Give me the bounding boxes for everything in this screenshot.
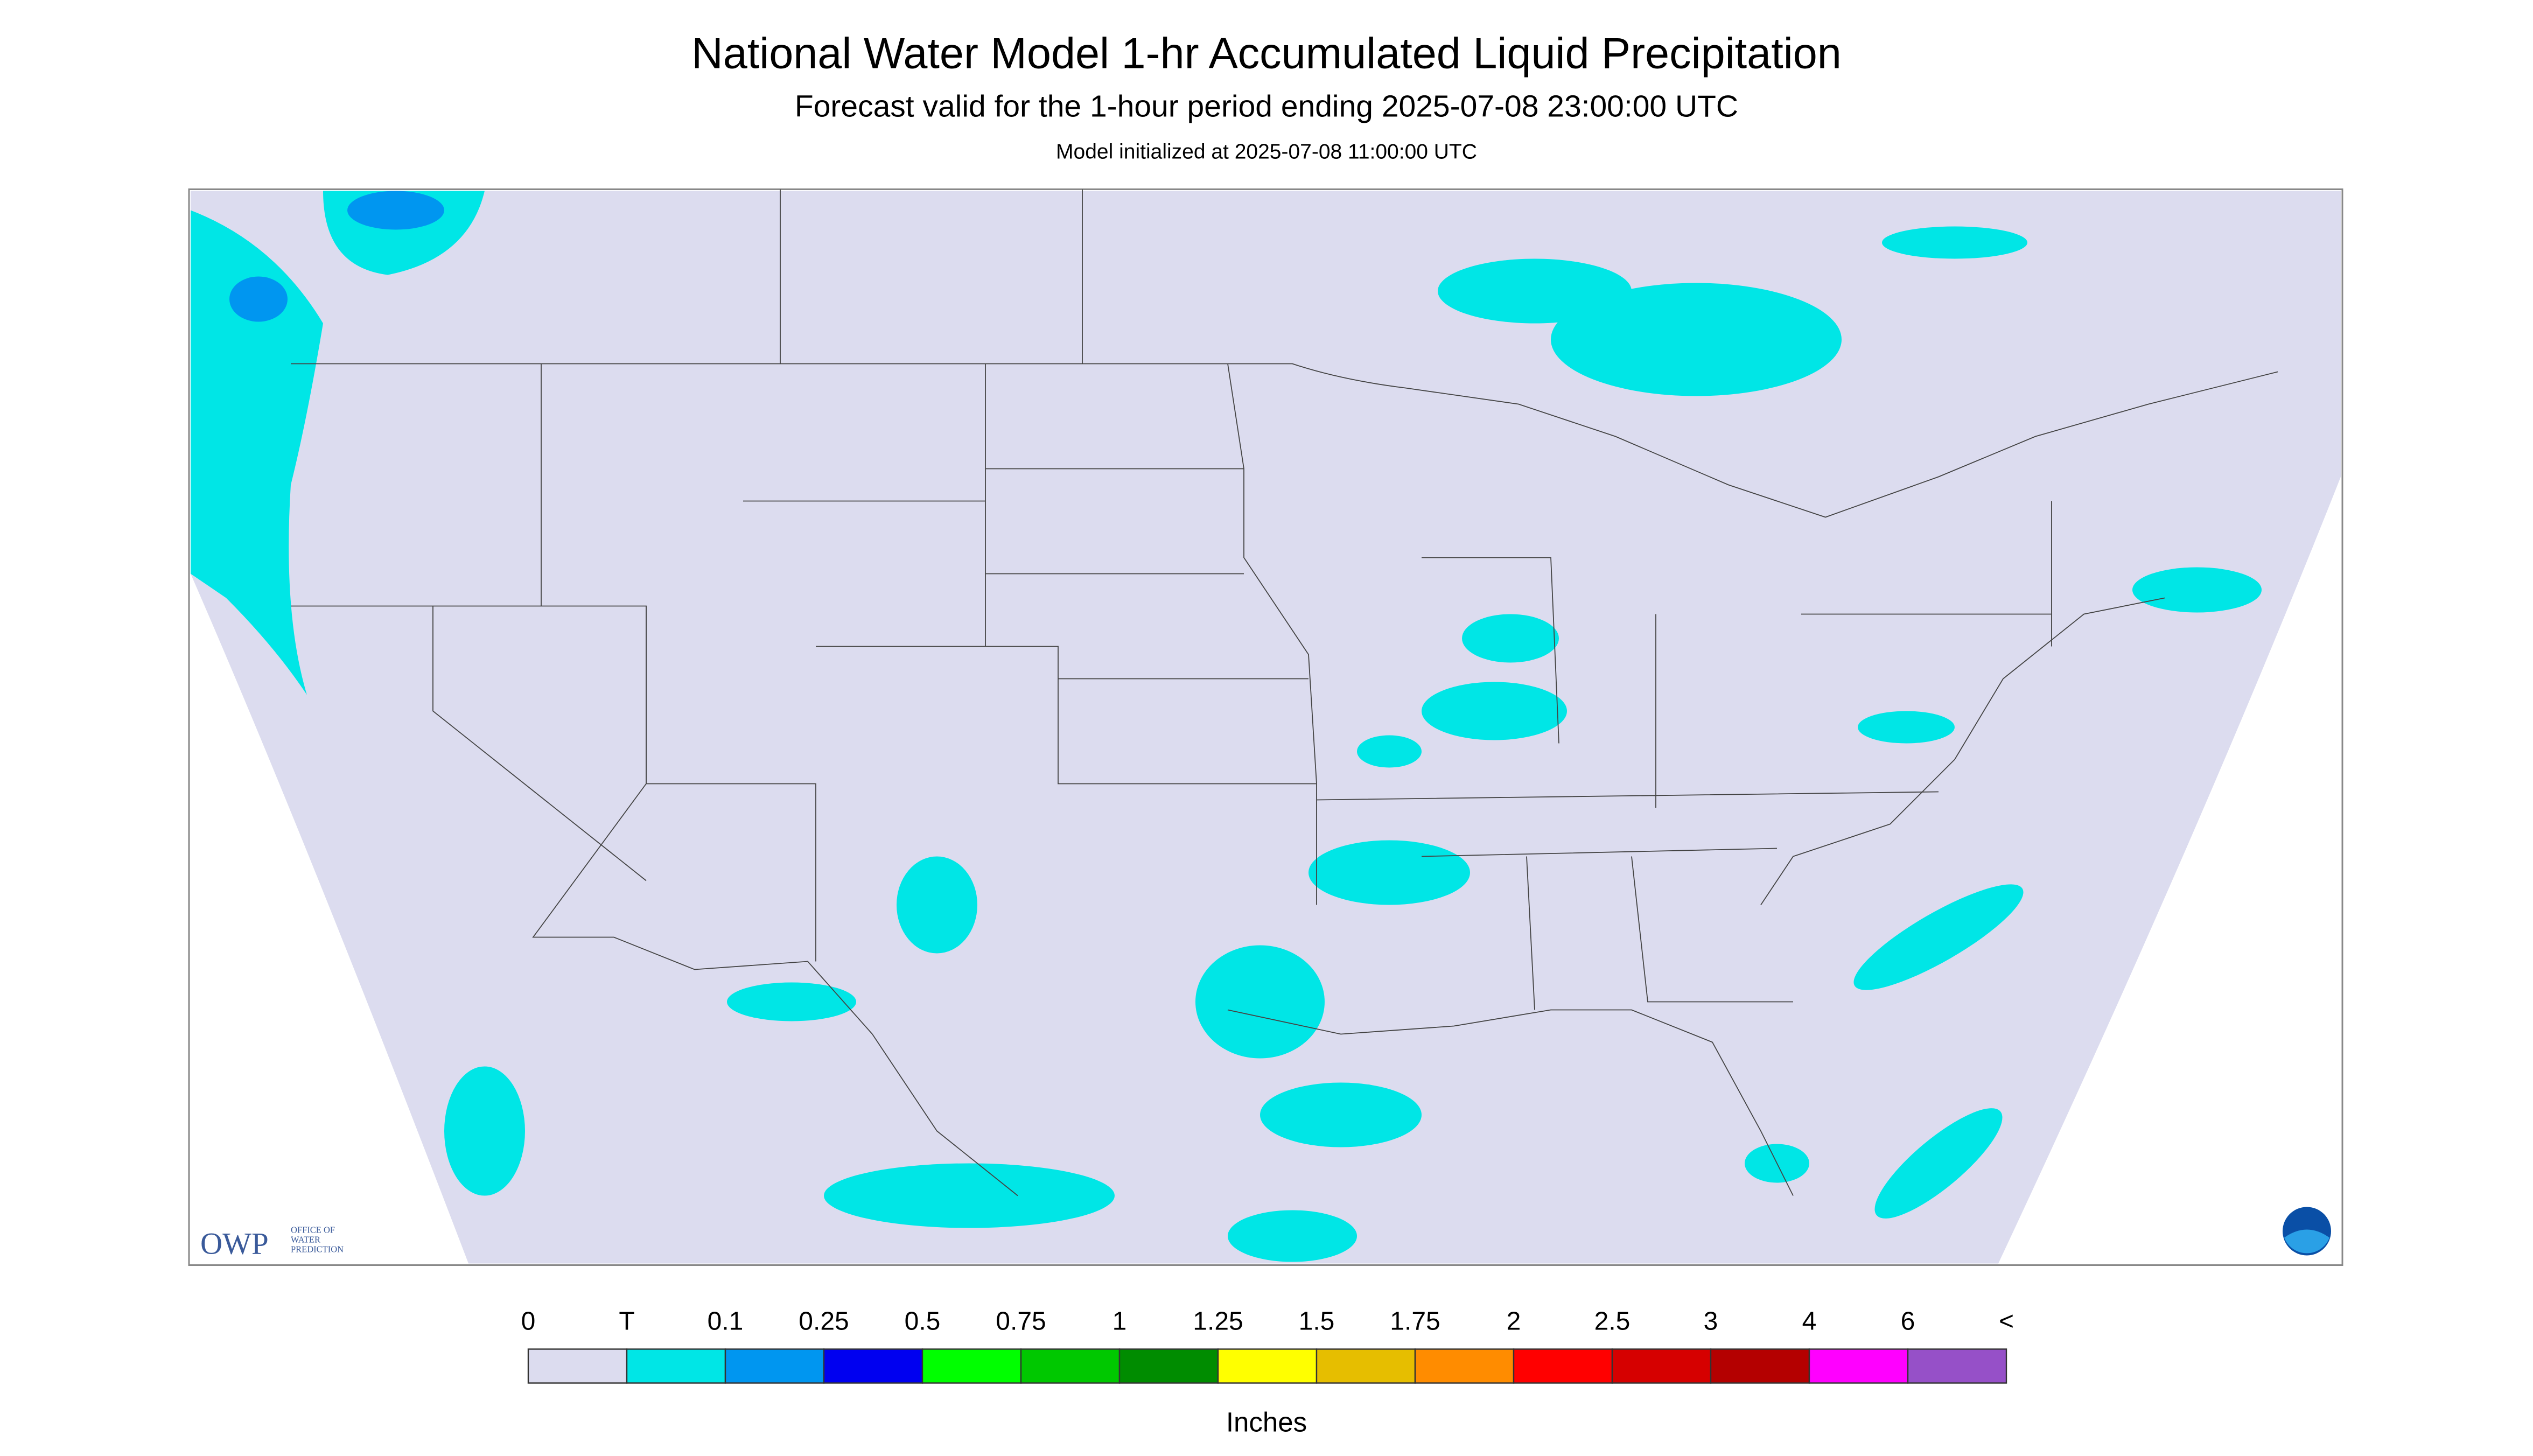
rain-area (1462, 614, 1559, 663)
legend-label: 6 (1901, 1307, 1915, 1336)
rain-area (1882, 226, 2027, 259)
legend-label: 4 (1802, 1307, 1817, 1336)
rain-area (229, 276, 288, 322)
legend-units: Inches (1226, 1407, 1307, 1438)
rain-area (897, 856, 977, 954)
legend-label: T (619, 1307, 634, 1336)
legend-label: 1.5 (1299, 1307, 1335, 1336)
legend-label: 0.5 (905, 1307, 941, 1336)
title: National Water Model 1-hr Accumulated Li… (691, 30, 1842, 78)
rain-area (727, 982, 856, 1021)
legend-label: 0.75 (996, 1307, 1046, 1336)
legend-label: < (1999, 1307, 2014, 1336)
legend-label: 0.1 (708, 1307, 744, 1336)
legend-swatch (1118, 1348, 1219, 1384)
logo-text: PREDICTION (291, 1244, 344, 1255)
rain-area (1438, 258, 1632, 324)
logo-text: WATER (291, 1235, 320, 1245)
border-line (432, 189, 2052, 1010)
rain-area (1309, 840, 1470, 905)
legend-swatch (1513, 1348, 1613, 1384)
coast-line (1227, 597, 2165, 1196)
boundaries (291, 189, 2278, 1196)
logo-text: OFFICE OF (291, 1225, 335, 1235)
legend-swatch (1020, 1348, 1121, 1384)
init-note: Model initialized at 2025-07-08 11:00:00… (1056, 141, 1477, 164)
logo-name: OWP (200, 1227, 269, 1261)
subtitle: Forecast valid for the 1-hour period end… (795, 89, 1738, 124)
noaa-logo-wave (2284, 1229, 2329, 1254)
legend-label: 2 (1507, 1307, 1521, 1336)
model-domain (191, 191, 2341, 1264)
legend-swatch (1611, 1348, 1712, 1384)
rain-area (444, 1066, 525, 1196)
rain-area (1357, 735, 1422, 768)
legend-swatch (1217, 1348, 1318, 1384)
legend-label: 1.25 (1193, 1307, 1243, 1336)
rain-area (1228, 1210, 1357, 1262)
legend-swatch (724, 1348, 825, 1384)
rain-area (1858, 711, 1955, 744)
rain-area (1195, 945, 1325, 1059)
rain-area (1551, 283, 1842, 396)
rain-area (824, 1163, 1115, 1228)
rain-area (1422, 682, 1567, 740)
legend-swatch (1710, 1348, 1810, 1384)
rain-area (1853, 884, 2024, 990)
legend-label: 2.5 (1594, 1307, 1631, 1336)
legend-swatch (921, 1348, 1022, 1384)
rain-area (347, 191, 444, 230)
legend-label: 0 (521, 1307, 536, 1336)
border-line (291, 363, 2278, 518)
rain-area (1874, 1108, 2003, 1219)
legend-label: 3 (1704, 1307, 1718, 1336)
rain-area (191, 210, 323, 695)
rain-area (1260, 1082, 1422, 1147)
legend-swatch (1316, 1348, 1416, 1384)
legend-swatch (823, 1348, 923, 1384)
rain-area (2132, 567, 2262, 613)
legend-swatch (527, 1348, 628, 1384)
legend-swatch (1808, 1348, 1909, 1384)
legend: 0 T 0.1 0.25 0.5 0.75 1 1.25 1.5 1.75 2 2.5 3 4 6 < (521, 1307, 2014, 1384)
legend-label: 0.25 (799, 1307, 849, 1336)
legend-swatch (1907, 1348, 2007, 1384)
legend-swatch (626, 1348, 726, 1384)
legend-label: 1.75 (1390, 1307, 1440, 1336)
legend-label: 1 (1112, 1307, 1127, 1336)
legend-swatch (1414, 1348, 1515, 1384)
